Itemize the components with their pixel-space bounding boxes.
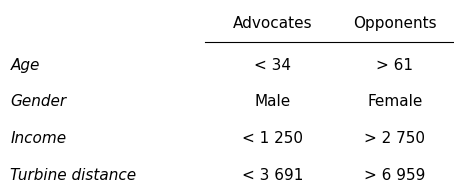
Text: Male: Male — [255, 94, 291, 110]
Text: < 1 250: < 1 250 — [242, 131, 303, 146]
Text: Gender: Gender — [10, 94, 66, 110]
Text: Advocates: Advocates — [233, 16, 313, 31]
Text: Female: Female — [367, 94, 423, 110]
Text: > 6 959: > 6 959 — [364, 168, 425, 183]
Text: > 61: > 61 — [376, 58, 413, 73]
Text: Turbine distance: Turbine distance — [10, 168, 136, 183]
Text: < 3 691: < 3 691 — [242, 168, 303, 183]
Text: Opponents: Opponents — [353, 16, 437, 31]
Text: Income: Income — [10, 131, 66, 146]
Text: < 34: < 34 — [254, 58, 291, 73]
Text: > 2 750: > 2 750 — [364, 131, 425, 146]
Text: Age: Age — [10, 58, 40, 73]
